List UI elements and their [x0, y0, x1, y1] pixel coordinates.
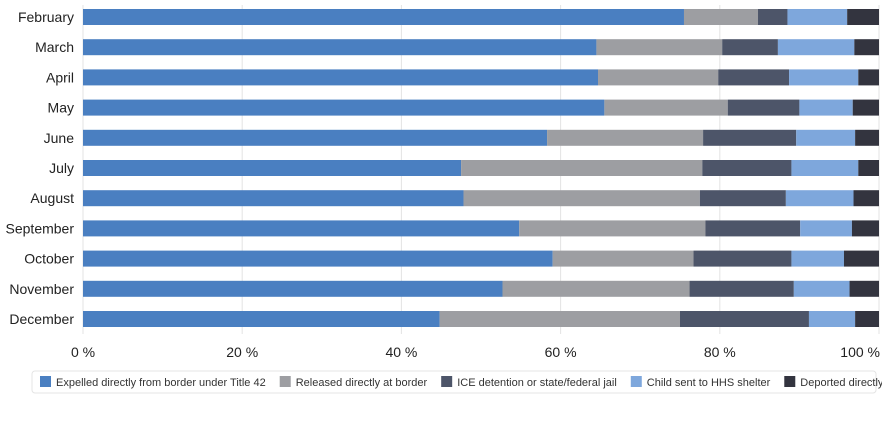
bar-segment-august-s0 [83, 190, 464, 207]
bar-segment-may-s1 [604, 99, 728, 116]
legend-label: Released directly at border [296, 377, 428, 389]
bar-segment-july-s3 [791, 160, 859, 176]
bar-segment-march-s3 [777, 39, 855, 56]
bar-segment-march-s1 [596, 39, 723, 56]
bar-segment-december-s4 [855, 311, 879, 327]
bar-segment-october-s4 [843, 250, 879, 267]
bar-segment-december-s0 [83, 311, 440, 327]
bar-segment-december-s1 [439, 311, 680, 327]
bar-segment-october-s2 [693, 250, 792, 267]
legend-swatch [630, 376, 642, 387]
category-label: July [49, 160, 74, 176]
bar-segment-december-s2 [680, 311, 809, 327]
bar-segment-september-s1 [519, 220, 706, 237]
category-labels: February March April May June July August Septe… [6, 9, 75, 327]
bar-segment-september-s2 [705, 220, 801, 237]
bar-segment-november-s1 [502, 280, 690, 297]
bar-segment-july-s2 [702, 160, 792, 176]
bar-segment-february-s4 [847, 9, 879, 25]
bar-segment-october-s3 [791, 250, 844, 267]
bar-segment-march-s4 [854, 39, 879, 56]
bar-segment-october-s0 [83, 250, 553, 267]
bar-segment-november-s0 [83, 280, 503, 297]
legend: Expelled directly from border under Titl… [31, 370, 882, 394]
bar-segment-october-s1 [552, 250, 694, 267]
bar-segment-february-s2 [758, 9, 788, 25]
bar-segment-september-s4 [851, 220, 879, 237]
bars [83, 9, 879, 327]
bar-segment-august-s1 [463, 190, 700, 207]
bar-segment-may-s0 [83, 99, 605, 116]
legend-swatch [441, 376, 453, 387]
bar-segment-july-s4 [858, 160, 879, 176]
legend-label: Child sent to HHS shelter [647, 377, 771, 389]
legend-box [31, 370, 877, 394]
x-tick-label: 80 % [704, 344, 736, 360]
legend-label: Expelled directly from border under Titl… [56, 377, 266, 389]
bar-segment-november-s3 [793, 280, 850, 297]
bar-segment-september-s0 [83, 220, 520, 237]
category-label: June [44, 130, 75, 146]
bar-segment-april-s4 [858, 69, 879, 86]
bar-segment-june-s3 [796, 129, 856, 146]
bar-segment-april-s3 [789, 69, 859, 86]
bar-segment-november-s4 [849, 280, 879, 297]
bar-segment-april-s2 [718, 69, 790, 86]
bar-segment-february-s0 [83, 9, 684, 25]
bar-segment-june-s2 [703, 129, 797, 146]
category-label: May [48, 100, 74, 116]
bar-segment-august-s3 [785, 190, 854, 207]
bar-segment-february-s3 [787, 9, 848, 25]
category-label: August [30, 190, 74, 206]
bar-segment-february-s1 [683, 9, 759, 25]
bar-segment-march-s0 [83, 39, 597, 56]
category-label: September [6, 220, 75, 236]
bar-segment-april-s1 [598, 69, 719, 86]
bar-segment-may-s4 [852, 99, 879, 116]
bar-segment-december-s3 [808, 311, 856, 327]
x-tick-label: 60 % [545, 344, 577, 360]
bar-segment-may-s2 [727, 99, 800, 116]
bar-segment-june-s4 [855, 129, 879, 146]
legend-label: Deported directly from Border [800, 377, 882, 389]
bar-segment-july-s0 [83, 160, 462, 176]
category-label: February [18, 9, 74, 25]
legend-swatch [40, 376, 51, 387]
bar-segment-august-s4 [853, 190, 879, 207]
x-tick-label: 100 % [840, 344, 880, 360]
bar-segment-september-s3 [800, 220, 852, 237]
x-tick-label: 0 % [71, 344, 95, 360]
bar-segment-may-s3 [799, 99, 853, 116]
x-tick-label: 20 % [226, 344, 258, 360]
category-label: March [35, 39, 74, 55]
category-label: November [9, 281, 74, 297]
legend-swatch [279, 376, 291, 387]
bar-segment-june-s0 [83, 129, 548, 146]
bar-segment-november-s2 [689, 280, 794, 297]
category-label: April [46, 69, 74, 85]
bar-segment-august-s2 [699, 190, 786, 207]
x-axis-tick-labels: 0 % 20 % 40 % 60 % 80 % 100 % [71, 344, 880, 360]
legend-label: ICE detention or state/federal jail [457, 377, 617, 389]
category-label: December [9, 311, 74, 327]
category-label: October [24, 251, 74, 267]
bar-segment-june-s1 [547, 129, 704, 146]
bar-segment-march-s2 [722, 39, 778, 56]
x-tick-label: 40 % [385, 344, 417, 360]
legend-swatch [784, 376, 796, 387]
bar-segment-april-s0 [83, 69, 599, 86]
bar-segment-july-s1 [461, 160, 703, 176]
